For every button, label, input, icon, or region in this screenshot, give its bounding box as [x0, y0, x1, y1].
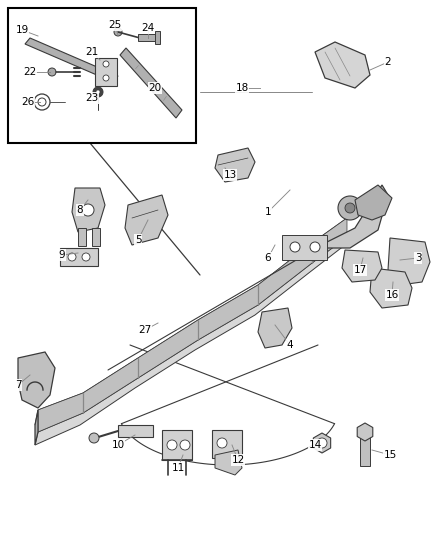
Text: 16: 16 [385, 290, 399, 300]
Bar [95, 58, 117, 86]
Bar [360, 436, 370, 466]
Text: 11: 11 [171, 463, 185, 473]
Bar [212, 430, 242, 458]
Polygon shape [215, 450, 242, 475]
Text: 7: 7 [15, 380, 21, 390]
Circle shape [96, 90, 100, 94]
Text: 12: 12 [231, 455, 245, 465]
Polygon shape [35, 410, 38, 445]
Circle shape [114, 28, 122, 36]
Circle shape [217, 438, 227, 448]
Text: 14: 14 [308, 440, 321, 450]
Text: 23: 23 [85, 93, 99, 103]
Circle shape [93, 87, 103, 97]
Text: 9: 9 [59, 250, 65, 260]
Bar [282, 235, 327, 260]
Polygon shape [258, 308, 292, 348]
Text: 2: 2 [385, 57, 391, 67]
Circle shape [34, 94, 50, 110]
Polygon shape [315, 42, 370, 88]
Circle shape [82, 253, 90, 261]
Text: 22: 22 [23, 67, 37, 77]
Polygon shape [355, 185, 392, 220]
Circle shape [290, 242, 300, 252]
Bar [162, 430, 192, 460]
Circle shape [89, 433, 99, 443]
Text: 24: 24 [141, 23, 155, 33]
Text: 13: 13 [223, 170, 237, 180]
Polygon shape [35, 237, 347, 445]
Polygon shape [25, 38, 118, 82]
Circle shape [345, 203, 355, 213]
Text: 26: 26 [21, 97, 35, 107]
Text: 17: 17 [353, 265, 367, 275]
Text: 20: 20 [148, 83, 162, 93]
Polygon shape [125, 195, 168, 245]
Circle shape [103, 75, 109, 81]
Bar [155, 31, 160, 44]
Polygon shape [72, 188, 105, 232]
Circle shape [310, 242, 320, 252]
Text: 5: 5 [135, 235, 141, 245]
Text: 27: 27 [138, 325, 152, 335]
Polygon shape [370, 268, 412, 308]
Text: 19: 19 [15, 25, 28, 35]
Bar [78, 228, 86, 246]
Circle shape [48, 68, 56, 76]
Bar [8, 8, 196, 143]
Polygon shape [120, 48, 182, 118]
Text: 10: 10 [111, 440, 124, 450]
Polygon shape [35, 218, 347, 425]
Text: 6: 6 [265, 253, 271, 263]
Circle shape [167, 440, 177, 450]
Polygon shape [38, 218, 347, 432]
Bar [138, 34, 156, 41]
Circle shape [68, 253, 76, 261]
Circle shape [180, 440, 190, 450]
Text: 8: 8 [77, 205, 83, 215]
Circle shape [82, 204, 94, 216]
Text: 25: 25 [108, 20, 122, 30]
Polygon shape [388, 238, 430, 285]
Bar [60, 248, 98, 266]
Text: 1: 1 [265, 207, 271, 217]
Circle shape [38, 98, 46, 106]
Bar [92, 228, 100, 246]
Polygon shape [18, 352, 55, 408]
Circle shape [338, 196, 362, 220]
Polygon shape [215, 148, 255, 182]
Text: 15: 15 [383, 450, 397, 460]
Text: 21: 21 [85, 47, 99, 57]
Text: 18: 18 [235, 83, 249, 93]
Circle shape [317, 438, 327, 448]
Polygon shape [342, 250, 382, 282]
Bar [118, 425, 153, 437]
Polygon shape [315, 185, 388, 248]
Circle shape [103, 61, 109, 67]
Text: 3: 3 [415, 253, 421, 263]
Text: 4: 4 [287, 340, 293, 350]
